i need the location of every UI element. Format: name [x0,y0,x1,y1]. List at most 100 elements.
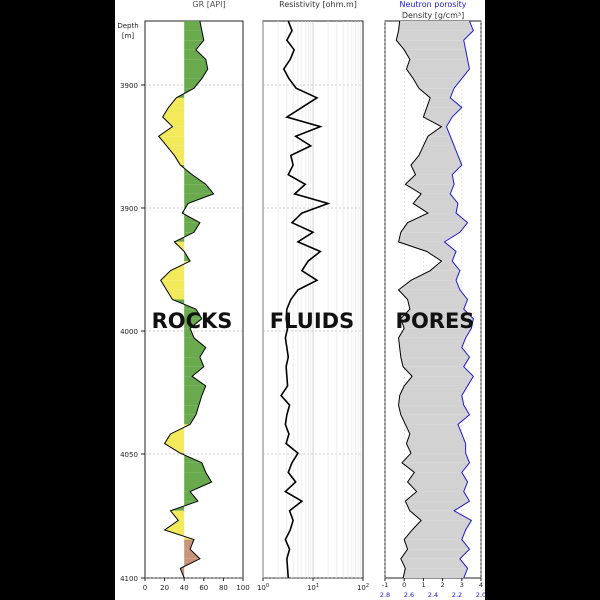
gr-fill-segment [184,184,214,194]
porosity-fill-segment [406,69,470,79]
porosity-fill-segment [404,376,474,386]
gr-curve [157,20,215,579]
porosity-fill-segment [399,385,468,396]
gr-fill-segment [160,270,185,281]
porosity-fill-segment [409,510,472,521]
depth-axis-label: Depth [117,22,138,30]
depth-axis-unit: [m] [122,32,135,40]
porosity-fill-segment [407,481,468,492]
density-curve [395,20,443,579]
porosity-fill-segment [400,414,470,425]
porosity-fill-segment [400,357,470,367]
well-log-chart: Depth [m] GR [API] Resistivity [ohm.m] N… [117,0,486,599]
gr-fill-segment [184,347,206,358]
porosity-fill-segment [400,558,468,569]
porosity-fill-segment [407,299,468,310]
porosity-fill-segment [410,165,462,175]
porosity-fill-segment [407,213,468,223]
density-tick-label: 2.6 [404,591,414,599]
gr-fill-segment [184,49,206,60]
resistivity-tick-label: 102 [357,583,369,592]
porosity-fill-segment [404,529,466,540]
gr-fill-segment [184,491,198,502]
gr-fill-segment [184,59,208,70]
neutron-tick-label: 4 [479,581,483,589]
gr-fill-segment [158,126,185,137]
gr-fill-segment [184,385,206,396]
gr-track-title: GR [API] [192,0,225,9]
porosity-fill-segment [406,433,466,444]
depth-tick-label: 3900 [120,205,138,213]
porosity-fill-segment [396,30,474,41]
porosity-fill-segment [398,289,468,300]
gr-fill-segment [184,30,204,41]
neutron-tick-label: 2 [441,581,445,589]
porosity-fill-segment [430,261,460,271]
porosity-fill-segment [418,145,458,156]
resistivity-tick-label: 101 [307,583,319,592]
gr-fill-segment [162,107,185,118]
gr-fill-segment [184,472,212,482]
gr-fill-segment [184,357,204,367]
porosity-fill-segment [427,126,451,137]
depth-tick-label: 4050 [120,451,138,459]
porosity-fill-segment [398,328,472,338]
porosity-fill-segment [410,155,462,166]
gr-fill-segment [174,155,185,166]
resistivity-tick-exponent: 1 [316,583,319,589]
porosity-fill-segment [398,241,457,252]
resistivity-curve [280,20,331,579]
gr-tick-label: 100 [236,584,249,592]
porosity-fill-segment [405,501,470,511]
neutron-curve [443,20,474,579]
gr-fill-segment [160,280,185,290]
depth-tick-label: 4100 [120,575,138,583]
porosity-fill-segment [400,549,470,559]
porosity-fill-segment [401,453,470,463]
gr-tick-label: 20 [160,584,169,592]
gr-tick-label: 60 [199,584,208,592]
porosity-fill-segment [400,318,474,329]
density-track-title: Density [g/cm³] [402,11,464,20]
porosity-fill-segment [398,405,470,415]
porosity-fill-segment [403,366,474,377]
gr-fill-segment [184,481,212,492]
porosity-fill-segment [399,347,470,358]
porosity-fill-segment [398,21,474,31]
density-tick-label: 2.8 [380,591,390,599]
depth-tick-label: 3900 [120,82,138,90]
fluids-label: FLUIDS [270,309,354,333]
gr-fill-segment [184,69,208,79]
porosity-fill-segment [403,568,468,578]
gr-fill-segment [184,405,199,415]
gr-fill-segment [170,510,185,521]
gr-tick-label: 40 [180,584,189,592]
gr-fill-segment [184,549,200,559]
gr-fill-segment [184,539,194,550]
well-log-figure: Depth [m] GR [API] Resistivity [ohm.m] N… [115,0,486,600]
porosity-fill-segment [398,280,460,290]
neutron-tick-label: 3 [460,581,464,589]
gr-fill-segment [166,145,185,156]
porosity-fill-segment [404,539,470,550]
porosity-fill-segment [407,472,468,482]
neutron-tick-label: -1 [382,581,388,589]
gr-tick-label: 80 [219,584,228,592]
neutron-track-title: Neutron porosity [400,0,467,9]
rocks-label: ROCKS [152,309,233,333]
gr-tick-label: 0 [143,584,147,592]
density-tick-label: 2.2 [452,591,462,599]
porosity-fill-segment [405,424,462,434]
porosity-fill-segment [423,136,455,146]
gr-fill-segment [184,462,206,473]
porosity-fill-segment [398,232,460,242]
porosity-fill-segment [401,462,470,473]
neutron-tick-label: 1 [421,581,425,589]
gr-fill-segment [184,21,202,31]
porosity-fill-segment [400,309,474,319]
porosity-fill-segment [413,78,462,89]
neutron-tick-label: 0 [402,581,406,589]
gr-fill-segment [184,174,206,185]
resistivity-track-title: Resistivity [ohm.m] [279,0,357,9]
